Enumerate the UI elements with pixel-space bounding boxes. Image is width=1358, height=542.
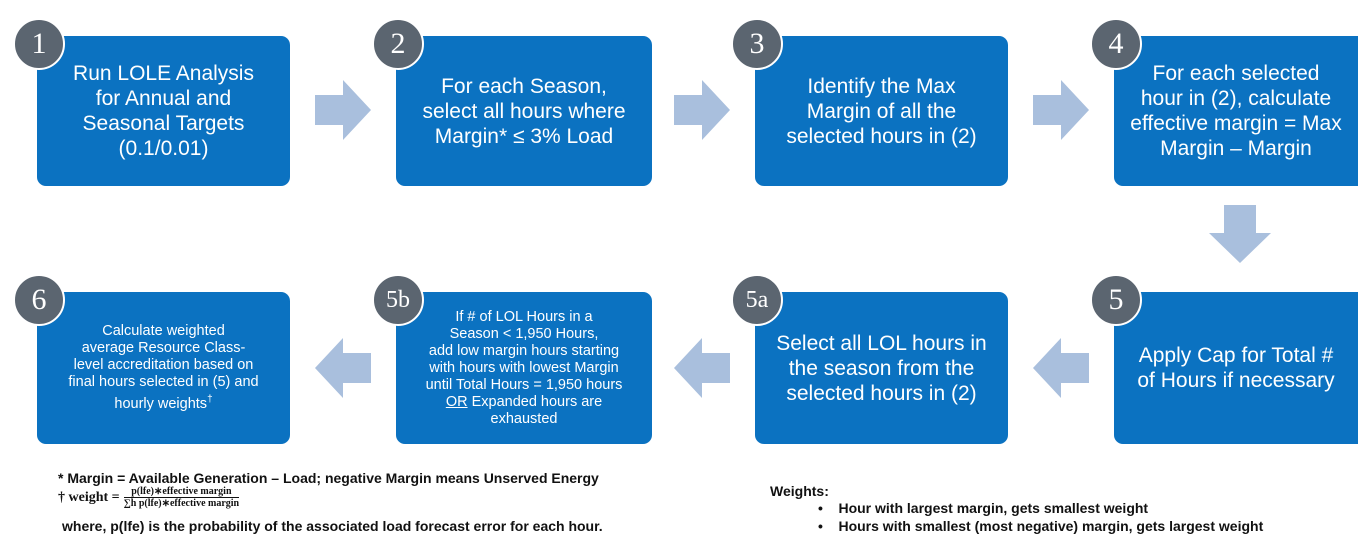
arrow-right xyxy=(1033,80,1089,140)
step-box: Calculate weighted average Resource Clas… xyxy=(37,292,290,444)
formula: p(lfe)∗effective margin ∑h p(lfe)∗effect… xyxy=(123,486,240,509)
step-box: If # of LOL Hours in a Season < 1,950 Ho… xyxy=(396,292,652,444)
step-text: Margin – Margin xyxy=(1160,137,1312,160)
arrow-left xyxy=(674,338,730,398)
step-text: selected hours in (2) xyxy=(786,124,977,148)
weights-item: Hours with smallest (most negative) marg… xyxy=(838,518,1264,534)
arrow-right xyxy=(315,80,371,140)
step-text: † xyxy=(207,394,213,406)
arrow-down xyxy=(1209,205,1271,263)
step-text: Season < 1,950 Hours, xyxy=(449,325,599,342)
footnote: † weight = xyxy=(58,489,120,505)
step-number: 6 xyxy=(13,274,65,326)
step-text: For each selected xyxy=(1152,62,1320,85)
step-text: final hours selected in (5) and xyxy=(68,374,259,391)
step-number: 1 xyxy=(13,18,65,70)
step-box: Select all LOL hours in the season from … xyxy=(755,292,1008,444)
formula-numerator: p(lfe)∗effective margin xyxy=(123,486,240,498)
step-text: until Total Hours = 1,950 hours xyxy=(425,376,623,393)
step-text: Apply Cap for Total # xyxy=(1138,344,1334,367)
step-text: add low margin hours starting xyxy=(428,342,620,359)
step-text: with hours with lowest Margin xyxy=(429,359,619,376)
step-text: hour in (2), calculate xyxy=(1140,87,1332,110)
formula-denominator: ∑h p(lfe)∗effective margin xyxy=(123,498,240,509)
step-text: OR xyxy=(445,393,468,410)
step-text: Margin of all the xyxy=(806,99,957,123)
step-number: 4 xyxy=(1090,18,1142,70)
step-box: Identify the Max Margin of all the selec… xyxy=(755,36,1008,186)
step-box: For each selected hour in (2), calculate… xyxy=(1114,36,1358,186)
step-text: Select all LOL hours in xyxy=(776,331,987,355)
step-box: Apply Cap for Total # of Hours if necess… xyxy=(1114,292,1358,444)
step-text: of Hours if necessary xyxy=(1137,369,1335,392)
step-number: 3 xyxy=(731,18,783,70)
step-text: Calculate weighted xyxy=(102,323,225,340)
weights-title: Weights: xyxy=(770,483,829,499)
step-text-row: OR Expanded hours are xyxy=(446,394,602,411)
step-number: 5 xyxy=(1090,274,1142,326)
step-text: select all hours where xyxy=(422,99,626,123)
step-number: 2 xyxy=(372,18,424,70)
bullet-item: • Hours with smallest (most negative) ma… xyxy=(818,518,1264,534)
step-text: Expanded hours are xyxy=(471,393,603,410)
step-text: (0.1/0.01) xyxy=(118,137,209,160)
step-box: For each Season, select all hours where … xyxy=(396,36,652,186)
step-text: average Resource Class- xyxy=(81,340,246,357)
footnote-row: † weight = p(lfe)∗effective margin ∑h p(… xyxy=(58,486,240,509)
step-text: For each Season, xyxy=(441,74,607,98)
arrow-left xyxy=(1033,338,1089,398)
weights-item: Hour with largest margin, gets smallest … xyxy=(838,500,1149,516)
footnote: where, p(lfe) is the probability of the … xyxy=(62,518,603,534)
step-text: level accreditation based on xyxy=(73,357,254,374)
step-text: Identify the Max xyxy=(807,74,956,98)
arrow-right xyxy=(674,80,730,140)
step-text: If # of LOL Hours in a xyxy=(455,308,593,325)
step-text: Margin* ≤ 3% Load xyxy=(434,124,614,148)
step-text: for Annual and xyxy=(95,87,232,110)
step-number: 5b xyxy=(372,274,424,326)
bullet-item: • Hour with largest margin, gets smalles… xyxy=(818,500,1149,516)
step-text: the season from the xyxy=(788,356,975,380)
step-number: 5a xyxy=(731,274,783,326)
step-text: selected hours in (2) xyxy=(786,381,977,405)
step-text-row: hourly weights† xyxy=(114,391,212,413)
step-box: Run LOLE Analysis for Annual and Seasona… xyxy=(37,36,290,186)
step-text: hourly weights xyxy=(114,395,208,412)
step-text: Run LOLE Analysis xyxy=(73,62,254,85)
arrow-left xyxy=(315,338,371,398)
step-text: Seasonal Targets xyxy=(82,112,245,135)
step-text: exhausted xyxy=(490,410,558,427)
step-text: effective margin = Max xyxy=(1130,112,1342,135)
footnote: * Margin = Available Generation – Load; … xyxy=(58,470,599,486)
